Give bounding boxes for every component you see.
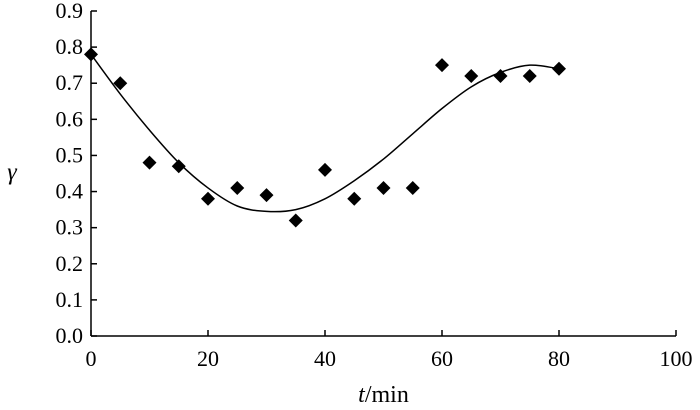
- data-point: [288, 213, 303, 228]
- data-point: [142, 155, 157, 170]
- data-point: [259, 188, 274, 203]
- y-tick-label: 0.9: [56, 0, 84, 23]
- x-axis-title: t/min: [358, 382, 409, 408]
- y-tick-label: 0.5: [56, 142, 84, 167]
- data-point: [464, 69, 479, 83]
- data-point: [376, 180, 391, 195]
- y-tick-label: 0.3: [56, 215, 84, 240]
- data-point: [435, 58, 449, 73]
- y-tick-label: 0.8: [56, 34, 84, 59]
- data-markers: [84, 47, 566, 228]
- data-point: [552, 61, 566, 76]
- data-point: [171, 159, 186, 174]
- x-tick-label: 40: [314, 346, 336, 371]
- data-point: [405, 180, 420, 195]
- y-tick-label: 0.0: [56, 323, 84, 348]
- data-point: [318, 162, 332, 177]
- x-axis-ticks: 0 20 40 60 80 100: [86, 330, 693, 371]
- y-axis-title: γ: [7, 160, 17, 186]
- data-point: [230, 180, 245, 195]
- y-axis-ticks: 0.0 0.1 0.2 0.3 0.4 0.5 0.6 0.7 0.8 0.9: [56, 0, 97, 348]
- x-axis-variable: t: [358, 382, 366, 408]
- x-axis-unit: /min: [365, 382, 409, 408]
- x-tick-label: 20: [197, 346, 219, 371]
- y-tick-label: 0.2: [56, 251, 84, 276]
- y-tick-label: 0.4: [56, 179, 84, 204]
- data-point: [201, 191, 215, 206]
- x-tick-label: 80: [548, 346, 570, 371]
- data-point: [113, 76, 128, 91]
- y-tick-label: 0.1: [56, 287, 84, 312]
- data-point: [84, 47, 98, 62]
- data-point: [347, 191, 362, 206]
- y-tick-label: 0.7: [56, 70, 84, 95]
- fit-curve: [90, 53, 560, 213]
- x-tick-label: 0: [86, 346, 97, 371]
- data-point: [493, 69, 508, 83]
- x-tick-label: 60: [431, 346, 453, 371]
- x-tick-label: 100: [660, 346, 693, 371]
- y-tick-label: 0.6: [56, 106, 84, 131]
- data-point: [522, 69, 537, 83]
